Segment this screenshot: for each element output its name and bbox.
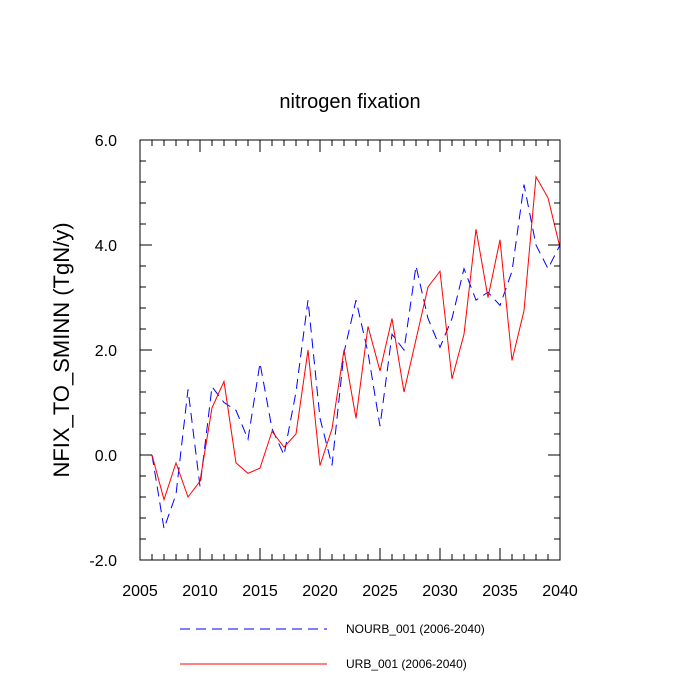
y-tick-label: 2.0 [95,343,117,360]
axis-ticks: 2005 2010 2015 2020 2025 2030 2035 2040 -2.0 0.0 2… [89,133,577,600]
x-tick-label: 2035 [482,583,518,600]
y-tick-label: -2.0 [89,553,117,570]
x-tick-label: 2015 [242,583,278,600]
x-tick-label: 2040 [542,583,578,600]
x-tick-label: 2010 [182,583,218,600]
x-tick-label: 2005 [122,583,158,600]
y-axis-label: NFIX_TO_SMINN (TgN/y) [49,222,74,477]
legend: NOURB_001 (2006-2040) URB_001 (2006-2040) [180,622,485,671]
chart-title: nitrogen fixation [279,91,420,113]
y-tick-label: 4.0 [95,238,117,255]
legend-label-1: NOURB_001 (2006-2040) [346,622,485,636]
series-line-1 [151,184,561,529]
legend-label-2: URB_001 (2006-2040) [346,657,467,671]
y-tick-label: 0.0 [95,448,117,465]
x-tick-label: 2020 [302,583,338,600]
y-tick-label: 6.0 [95,133,117,150]
plot-frame [139,139,561,561]
series-line-2 [151,175,561,502]
x-tick-label: 2030 [422,583,458,600]
plot-area [151,175,561,529]
x-tick-label: 2025 [362,583,398,600]
